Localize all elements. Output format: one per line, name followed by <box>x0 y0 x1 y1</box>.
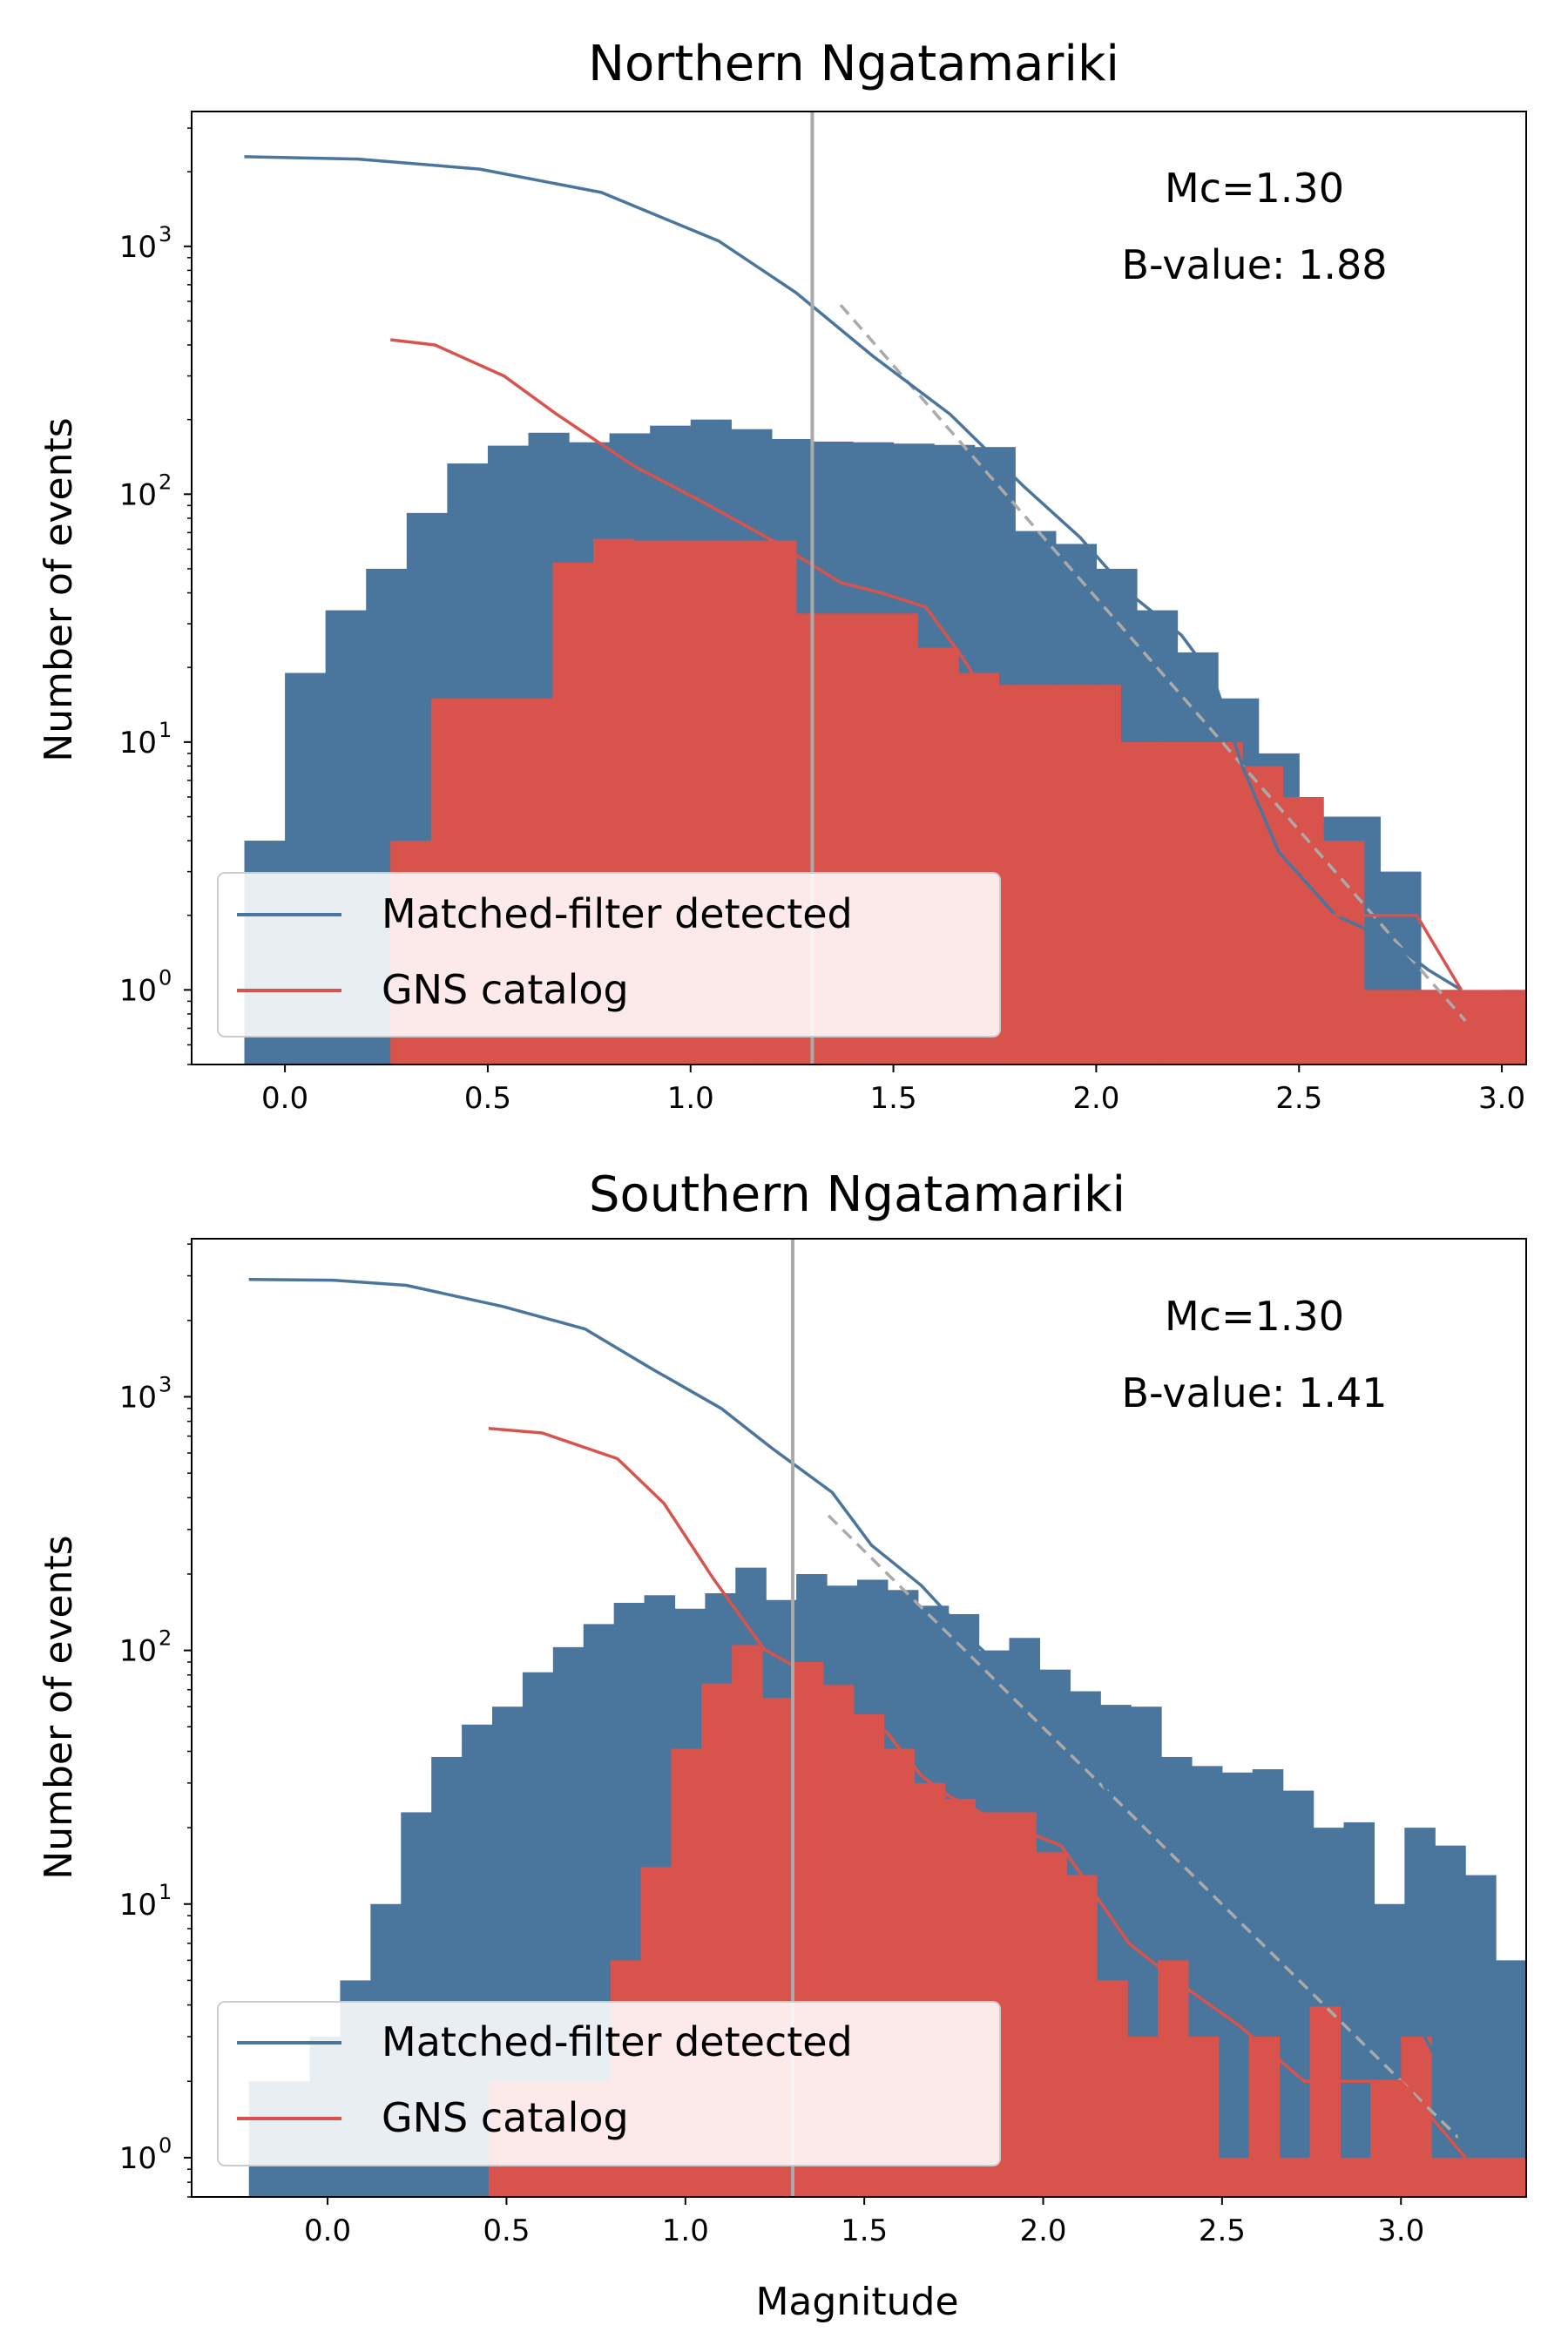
legend-label-matched: Matched-filter detected <box>382 890 853 937</box>
bar-gns <box>1282 796 1324 1064</box>
bar-gns <box>1553 2158 1568 2197</box>
bar-gns <box>1370 2081 1402 2197</box>
bar-gns <box>1491 2157 1524 2197</box>
y-tick-label-exponent: 2 <box>159 470 172 494</box>
x-tick-label: 0.0 <box>261 1081 308 1116</box>
x-tick-label: 0.5 <box>464 1081 511 1116</box>
bar-matched <box>1543 990 1568 1064</box>
chart-title: Southern Ngatamariki <box>589 1166 1125 1223</box>
bar-gns <box>1157 1960 1189 2197</box>
bar-gns <box>1036 1852 1067 2197</box>
axes-frame <box>191 1238 1527 2198</box>
bar-gns <box>1279 2157 1311 2197</box>
series-line-matched <box>248 1278 1467 2159</box>
b-value-annotation: B-value: 1.41 <box>1121 1369 1387 1416</box>
bar-gns <box>1401 2036 1432 2197</box>
legend: Matched-filter detected GNS catalog <box>217 2001 1001 2166</box>
bar-matched <box>1526 2037 1558 2197</box>
x-tick-label: 0.5 <box>483 2213 530 2248</box>
x-tick-label: 2.5 <box>1199 2213 1246 2248</box>
bar-gns <box>1323 841 1365 1064</box>
bar-gns <box>1187 2036 1220 2197</box>
bar-gns <box>1127 2036 1159 2197</box>
x-tick-label: 3.0 <box>1377 2213 1424 2248</box>
bar-gns <box>1066 1875 1098 2197</box>
gr-fit-line <box>827 1514 1460 2139</box>
legend-box <box>217 872 1001 1037</box>
bar-gns <box>1363 990 1405 1064</box>
bar-matched <box>1496 1960 1526 2197</box>
gr-fit-line <box>839 303 1467 1023</box>
bar-gns <box>1079 685 1121 1064</box>
x-tick-label: 2.5 <box>1275 1081 1322 1116</box>
legend-label-gns: GNS catalog <box>382 2094 629 2141</box>
y-tick-label-exponent: 1 <box>159 718 172 742</box>
y-tick-label: 10 <box>119 1380 157 1415</box>
y-tick-label-exponent: 0 <box>159 2133 172 2158</box>
y-tick-label-exponent: 1 <box>159 1880 172 1904</box>
y-axis-label: Number of events <box>37 1535 81 1879</box>
y-tick-label: 10 <box>119 1634 157 1669</box>
x-tick-label: 3.0 <box>1478 1081 1525 1116</box>
bar-gns <box>1522 2157 1526 2197</box>
bar-gns <box>1444 990 1487 1064</box>
panel-southern: Southern Ngatamariki Number of events Ma… <box>37 1166 1568 2324</box>
series-line-gns <box>389 338 1463 991</box>
x-axis-label: Magnitude <box>755 2280 958 2324</box>
x-tick-label: 1.5 <box>841 2213 888 2248</box>
b-value-annotation: B-value: 1.88 <box>1121 241 1387 288</box>
bar-matched <box>1343 1821 1375 2197</box>
bar-gns <box>1248 2036 1281 2197</box>
y-tick-label-exponent: 0 <box>159 965 172 990</box>
y-tick-label-exponent: 3 <box>159 1372 172 1396</box>
bar-gns <box>1218 2157 1250 2197</box>
bar-gns <box>998 685 1040 1064</box>
bar-gns <box>1005 1812 1037 2197</box>
x-tick-label: 1.5 <box>870 1081 917 1116</box>
x-tick-label: 2.0 <box>1019 2213 1066 2248</box>
x-tick-label: 1.0 <box>662 2213 709 2248</box>
legend: Matched-filter detected GNS catalog <box>217 872 1001 1037</box>
y-tick-label: 10 <box>119 2141 157 2176</box>
chart-title: Northern Ngatamariki <box>588 36 1119 92</box>
x-tick-label: 2.0 <box>1072 1081 1119 1116</box>
bar-matched <box>1465 1875 1497 2197</box>
bar-matched <box>1557 2037 1568 2197</box>
bar-gns <box>1039 685 1081 1064</box>
y-tick-label-exponent: 2 <box>159 1626 172 1651</box>
bar-gns <box>1431 2157 1463 2197</box>
bar-gns <box>1097 1980 1128 2197</box>
x-tick-label: 1.0 <box>667 1081 714 1116</box>
axes-frame <box>191 111 1527 1065</box>
y-axis-label: Number of events <box>37 417 81 761</box>
bar-matched <box>1221 1772 1254 2197</box>
y-tick-label: 10 <box>119 726 157 760</box>
bar-gns <box>1404 990 1446 1064</box>
legend-label-gns: GNS catalog <box>382 966 629 1013</box>
y-tick-label: 10 <box>119 1888 157 1923</box>
mc-annotation: Mc=1.30 <box>1165 165 1344 212</box>
y-tick-label-exponent: 3 <box>159 222 172 247</box>
bar-gns <box>1340 2157 1371 2197</box>
y-tick-label: 10 <box>119 973 157 1008</box>
y-tick-label: 10 <box>119 230 157 265</box>
bar-gns <box>1120 741 1162 1064</box>
bar-gns <box>1309 2004 1342 2197</box>
y-tick-label: 10 <box>119 477 157 512</box>
legend-label-matched: Matched-filter detected <box>382 2018 853 2065</box>
x-tick-label: 0.0 <box>304 2213 351 2248</box>
bar-gns <box>1485 990 1526 1064</box>
legend-box <box>217 2001 1001 2166</box>
bar-gns <box>1201 741 1243 1064</box>
mc-annotation: Mc=1.30 <box>1165 1293 1344 1340</box>
panel-northern: Northern Ngatamariki Number of events 0.… <box>37 36 1568 1116</box>
series-line-gns <box>488 1427 1467 2159</box>
bar-gns <box>1160 741 1203 1064</box>
bar-gns <box>1462 2157 1493 2197</box>
